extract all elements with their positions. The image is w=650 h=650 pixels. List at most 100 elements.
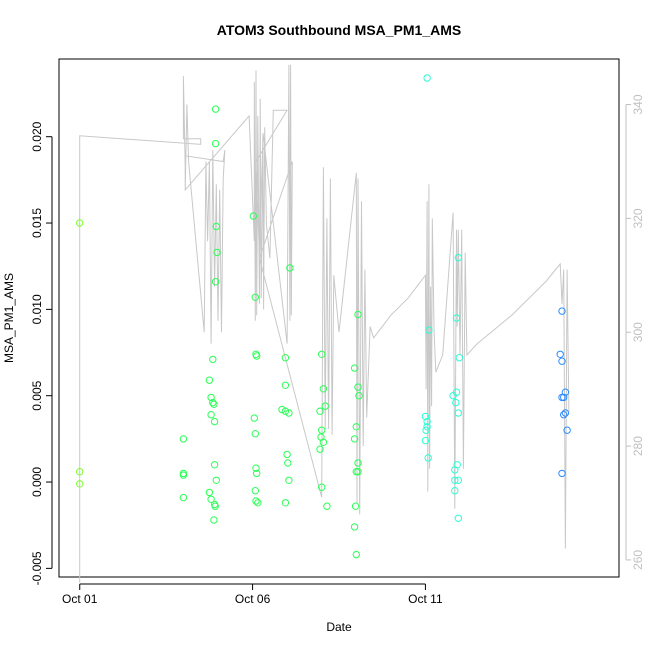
y-tick-label: 0.000 bbox=[30, 467, 44, 497]
data-point bbox=[318, 426, 326, 434]
data-point bbox=[281, 381, 290, 389]
data-point bbox=[207, 393, 215, 402]
data-point bbox=[76, 480, 84, 488]
data-point bbox=[351, 502, 360, 510]
data-point bbox=[210, 461, 219, 469]
right-tick-label: 320 bbox=[631, 208, 645, 228]
y-tick-label: -0.005 bbox=[30, 551, 44, 585]
data-point bbox=[205, 376, 214, 384]
data-point bbox=[452, 388, 461, 396]
data-point bbox=[213, 248, 221, 257]
data-point bbox=[558, 357, 566, 365]
data-point bbox=[454, 514, 462, 522]
data-point bbox=[211, 502, 219, 510]
data-point bbox=[211, 278, 220, 286]
x-tick-label: Oct 01 bbox=[62, 592, 98, 606]
data-point bbox=[281, 407, 290, 415]
data-point bbox=[563, 426, 571, 434]
data-point bbox=[281, 499, 290, 507]
data-point bbox=[211, 139, 220, 148]
data-point bbox=[179, 435, 188, 443]
data-point bbox=[249, 212, 258, 220]
data-point bbox=[454, 253, 462, 262]
data-point bbox=[424, 454, 432, 462]
right-tick-label: 260 bbox=[631, 550, 645, 570]
data-point bbox=[423, 74, 431, 82]
data-point bbox=[352, 423, 360, 431]
data-point bbox=[350, 435, 359, 443]
data-point bbox=[354, 468, 362, 476]
data-point bbox=[251, 487, 260, 495]
data-point bbox=[253, 352, 261, 360]
data-point bbox=[451, 466, 459, 474]
data-point bbox=[354, 383, 362, 391]
data-point bbox=[352, 550, 360, 559]
data-point bbox=[316, 445, 324, 453]
data-point bbox=[286, 264, 294, 272]
data-point bbox=[212, 222, 221, 231]
data-point bbox=[454, 476, 462, 484]
data-point bbox=[207, 411, 215, 419]
x-tick-label: Oct 06 bbox=[235, 592, 271, 606]
data-point bbox=[207, 495, 215, 503]
data-point bbox=[284, 459, 292, 467]
data-point bbox=[350, 364, 359, 372]
y-tick-label: 0.005 bbox=[30, 380, 44, 410]
data-point bbox=[421, 412, 430, 421]
data-point bbox=[451, 476, 459, 484]
data-point bbox=[318, 350, 326, 358]
y-tick-label: 0.015 bbox=[30, 208, 44, 238]
y-tick-label: 0.010 bbox=[30, 294, 44, 324]
data-point bbox=[210, 417, 219, 426]
data-point bbox=[278, 405, 286, 414]
data-point bbox=[318, 483, 326, 491]
chart-title: ATOM3 Southbound MSA_PM1_AMS bbox=[217, 22, 461, 38]
data-point bbox=[254, 499, 262, 507]
data-point bbox=[252, 464, 260, 472]
data-point bbox=[561, 409, 570, 417]
data-point bbox=[561, 388, 570, 396]
data-point bbox=[321, 402, 329, 410]
right-tick-label: 300 bbox=[631, 322, 645, 342]
data-point bbox=[210, 516, 218, 524]
data-point bbox=[209, 355, 217, 364]
data-point bbox=[285, 476, 293, 484]
data-point bbox=[451, 487, 459, 495]
x-axis-label: Date bbox=[326, 620, 352, 634]
data-point bbox=[76, 219, 84, 227]
data-point bbox=[283, 450, 291, 459]
data-point bbox=[455, 354, 463, 362]
data-point bbox=[425, 326, 433, 334]
data-point bbox=[323, 502, 331, 510]
data-point bbox=[250, 414, 259, 422]
y-axis: -0.005 0.000 0.005 0.010 0.015 0.020 bbox=[30, 121, 53, 585]
data-point bbox=[350, 523, 359, 531]
data-point bbox=[319, 438, 328, 446]
data-point bbox=[179, 493, 188, 502]
data-point bbox=[558, 469, 566, 478]
data-point bbox=[285, 409, 293, 417]
data-point bbox=[452, 398, 460, 407]
data-point bbox=[251, 430, 260, 438]
data-point bbox=[423, 423, 431, 431]
data-point bbox=[421, 436, 430, 445]
data-point bbox=[354, 459, 362, 467]
data-point bbox=[210, 400, 218, 408]
data-point bbox=[355, 392, 363, 400]
plot-frame bbox=[58, 58, 620, 578]
data-point bbox=[179, 471, 188, 479]
data-point bbox=[422, 426, 430, 434]
data-point bbox=[281, 354, 290, 362]
y-tick-label: 0.020 bbox=[30, 121, 44, 151]
data-point bbox=[558, 307, 566, 315]
right-axis: 260 280 300 320 340 bbox=[625, 94, 645, 570]
y-axis-label: MSA_PM1_AMS bbox=[2, 273, 16, 363]
data-point bbox=[211, 105, 220, 113]
data-point bbox=[209, 398, 217, 407]
data-point bbox=[354, 310, 362, 319]
x-tick-label: Oct 11 bbox=[408, 592, 443, 606]
data-point bbox=[252, 497, 260, 505]
data-point bbox=[560, 411, 568, 419]
data-point bbox=[319, 385, 328, 393]
